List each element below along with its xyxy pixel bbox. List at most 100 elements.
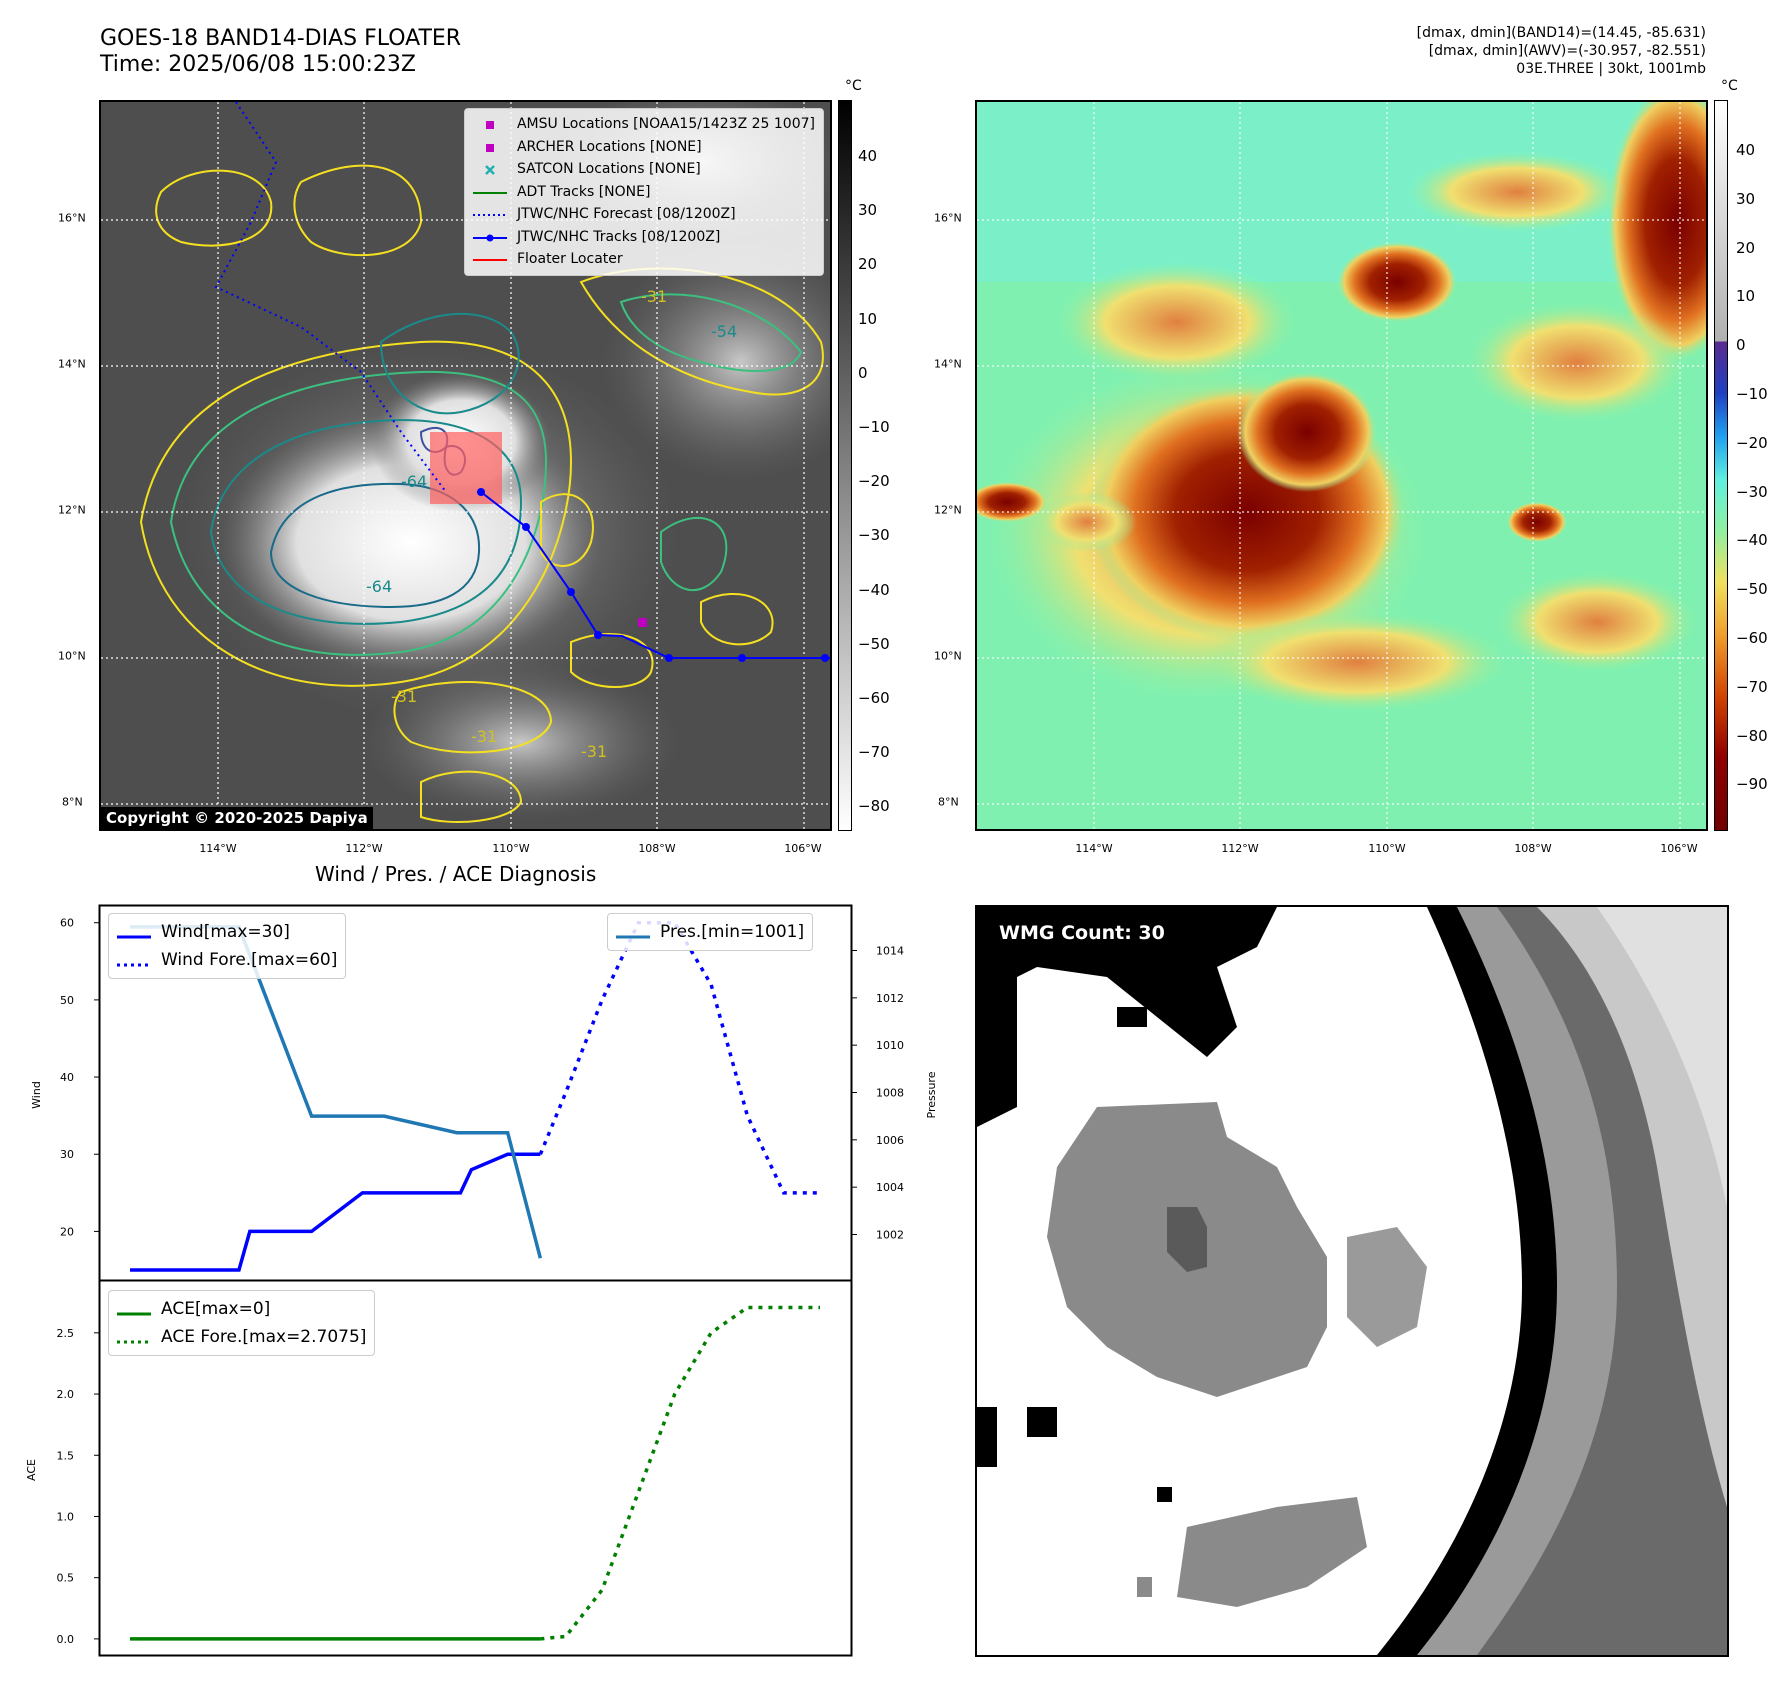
wind-tick-label: 60 [60,917,74,930]
floater-locator [430,432,502,504]
legend-marker-icon [472,230,507,244]
wmg-image [977,907,1727,1655]
legend-label: Floater Locater [516,251,623,267]
map-legend-item: JTWC/NHC Forecast [08/1200Z] [472,203,815,226]
legend-label: AMSU Locations [NOAA15/1423Z 25 1007] [516,116,815,132]
lon-tick: 112°W [1221,842,1259,855]
legend-ace-forecast: ACE Fore.[max=2.7075] [161,1327,367,1347]
legend-marker-icon [472,252,507,266]
right-colorbar [1714,100,1728,831]
map-legend-item: Floater Locater [472,248,815,271]
colorbar-tick-label: 20 [1736,238,1756,257]
lon-tick: 112°W [345,842,383,855]
pressure-tick-label: 1010 [876,1039,904,1052]
lon-tick: 108°W [1514,842,1552,855]
map-legend-item: JTWC/NHC Tracks [08/1200Z] [472,226,815,249]
colorbar-tick-label: −10 [1736,385,1768,403]
forecast-track [214,102,447,493]
colorbar-tick-label: 30 [1736,189,1756,208]
pressure-tick-label: 1012 [876,992,904,1005]
colorbar-tick-label: −50 [1736,580,1768,599]
legend-marker-icon [473,162,507,176]
ace-axis-label: ACE [25,1459,38,1481]
wmg-panel: WMG Count: 30 [975,905,1729,1657]
ace-tick-label: 0.5 [57,1572,75,1585]
title-line-1: GOES-18 BAND14-DIAS FLOATER [100,26,462,51]
right-colorbar-unit: °C [1721,78,1738,94]
pressure-tick-label: 1008 [876,1087,904,1100]
wind-tick-label: 30 [60,1148,74,1161]
ace-tick-label: 1.5 [57,1449,75,1462]
colorbar-tick-label: 10 [1736,287,1756,306]
contour-label: -31 [391,687,417,706]
map-legend: AMSU Locations [NOAA15/1423Z 25 1007] ARC… [463,108,824,276]
colorbar-tick-label: −70 [858,743,890,762]
legend-label: JTWC/NHC Tracks [08/1200Z] [516,228,721,245]
info-line-3: 03E.THREE | 30kt, 1001mb [1516,61,1706,77]
contour-label: -31 [471,727,497,746]
map-legend-item: AMSU Locations [NOAA15/1423Z 25 1007] [473,113,815,136]
lon-tick: 110°W [1368,842,1406,855]
wind-legend: Wind[max=30] Wind Fore.[max=60] [108,913,347,979]
lat-tick: 8°N [62,795,83,809]
colorbar-tick-label: 30 [858,201,878,220]
legend-marker-icon [472,185,507,199]
ace-tick-label: 0.0 [57,1633,75,1646]
ace-forecast-series-line [540,1305,820,1641]
pressure-legend: Pres.[min=1001] [607,913,814,951]
ace-tick-label: 1.0 [57,1510,75,1523]
colorbar-tick-label: −60 [858,689,890,707]
amsu-location-marker [638,618,647,627]
colorbar-tick-label: −90 [1736,775,1768,794]
lat-tick: 16°N [934,211,962,225]
lat-lon-grid [977,102,1706,829]
info-line-1: [dmax, dmin](BAND14)=(14.45, -85.631) [1416,25,1706,41]
legend-marker-icon [473,117,507,131]
colorbar-tick-label: 20 [858,255,878,274]
lat-tick: 8°N [938,795,959,809]
legend-marker-icon [473,140,507,154]
diagnosis-title: Wind / Pres. / ACE Diagnosis [315,862,597,886]
legend-wind-forecast: Wind Fore.[max=60] [161,950,338,970]
colorbar-tick-label: 10 [858,309,878,328]
left-colorbar-unit: °C [845,78,862,94]
legend-ace: ACE[max=0] [161,1299,271,1319]
pressure-tick-label: 1014 [876,945,904,958]
legend-label: SATCON Locations [NONE] [516,161,701,177]
lat-tick: 14°N [58,357,86,371]
colorbar-tick-label: 40 [858,147,878,165]
legend-label: ARCHER Locations [NONE] [516,138,702,155]
lon-tick: 106°W [1660,842,1698,855]
colorbar-tick-label: −30 [858,526,890,545]
map-legend-item: ADT Tracks [NONE] [472,181,815,204]
map-legend-item: SATCON Locations [NONE] [473,158,815,181]
lat-tick: 10°N [934,649,962,663]
best-track [480,491,830,659]
lat-tick: 14°N [934,357,962,371]
colorbar-tick-label: −20 [858,472,890,491]
legend-label: ADT Tracks [NONE] [516,183,651,200]
colorbar-tick-label: −70 [1736,677,1768,696]
colorbar-tick-label: −30 [1736,482,1768,501]
colorbar-tick-label: −40 [1736,531,1768,550]
colorbar-tick-label: −10 [858,418,890,436]
ace-tick-label: 2.5 [57,1327,75,1340]
lon-tick: 110°W [492,842,530,855]
info-line-2: [dmax, dmin](AWV)=(-30.957, -82.551) [1428,43,1706,59]
awv-map-image [977,102,1706,829]
lat-tick: 12°N [58,503,86,517]
colorbar-tick-label: 40 [1736,141,1756,159]
colorbar-tick-label: −40 [858,580,890,599]
colorbar-tick-label: 0 [1736,336,1746,355]
map-legend-item: ARCHER Locations [NONE] [473,136,815,159]
wind-tick-label: 40 [60,1071,74,1084]
ace-tick-label: 2.0 [57,1388,75,1401]
map-title: GOES-18 BAND14-DIAS FLOATER Time: 2025/0… [100,26,461,78]
colorbar-tick-label: −20 [1736,433,1768,452]
wmg-count-badge: WMG Count: 30 [991,919,1173,947]
colorbar-tick-label: −80 [858,797,890,816]
legend-wind: Wind[max=30] [161,922,290,942]
wind-forecast-series-line [538,920,820,1195]
wind-tick-label: 50 [60,994,74,1007]
ace-axes [98,1279,853,1657]
